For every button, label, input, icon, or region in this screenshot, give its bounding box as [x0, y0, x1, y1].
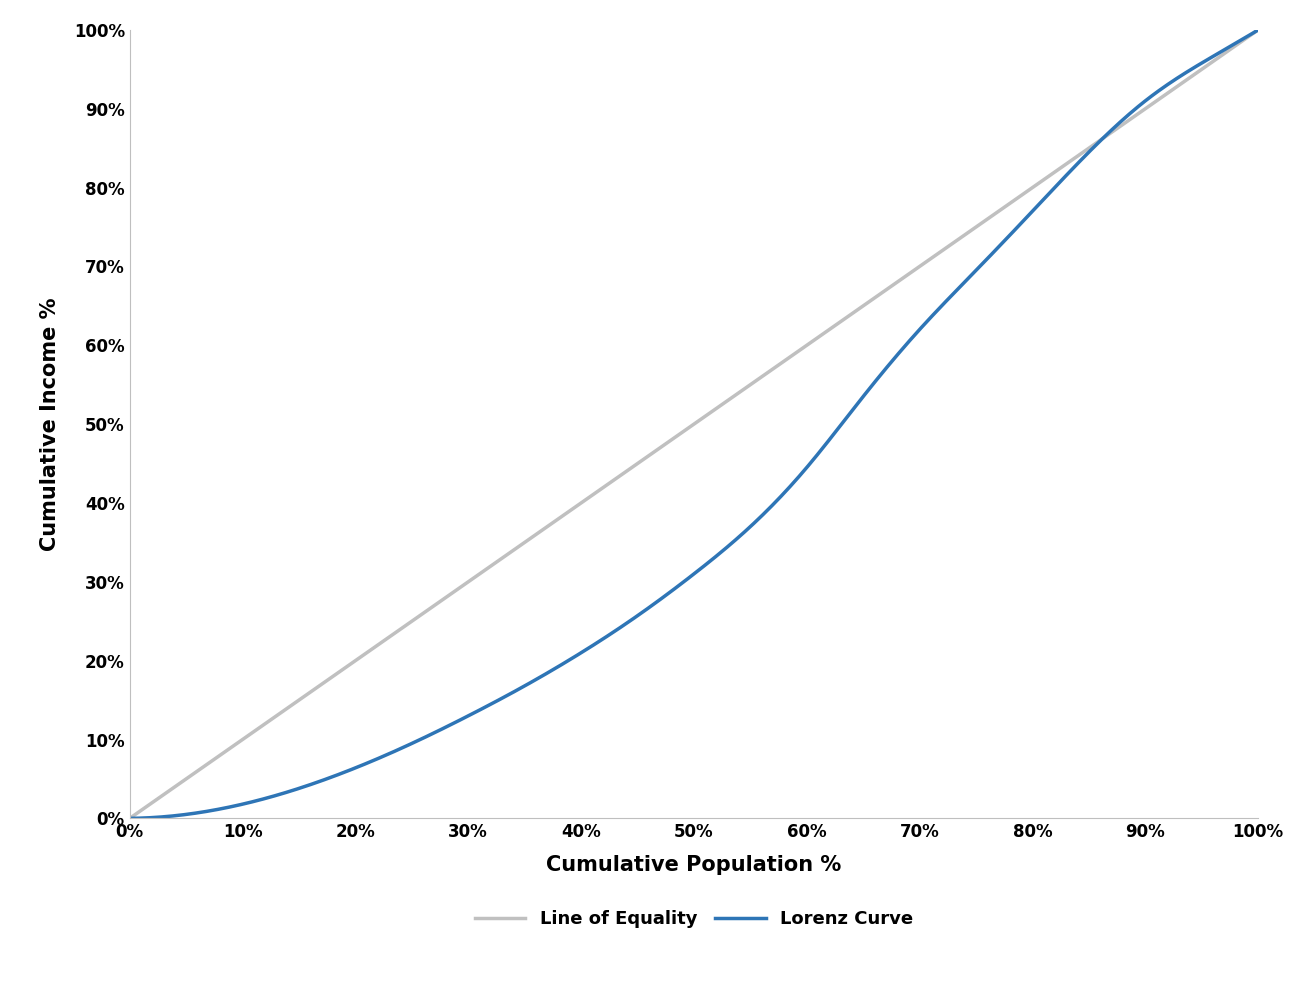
Lorenz Curve: [664, 585, 680, 597]
Lorenz Curve: [794, 468, 809, 480]
Y-axis label: Cumulative Income %: Cumulative Income %: [40, 297, 60, 551]
Lorenz Curve: [733, 530, 748, 542]
Lorenz Curve: [1250, 24, 1266, 36]
Lorenz Curve: [1223, 40, 1239, 52]
Line: Lorenz Curve: Lorenz Curve: [130, 30, 1258, 818]
X-axis label: Cumulative Population %: Cumulative Population %: [546, 855, 842, 875]
Lorenz Curve: [1047, 182, 1062, 194]
Lorenz Curve: [658, 590, 673, 602]
Legend: Line of Equality, Lorenz Curve: Line of Equality, Lorenz Curve: [467, 903, 921, 935]
Lorenz Curve: [122, 812, 137, 824]
